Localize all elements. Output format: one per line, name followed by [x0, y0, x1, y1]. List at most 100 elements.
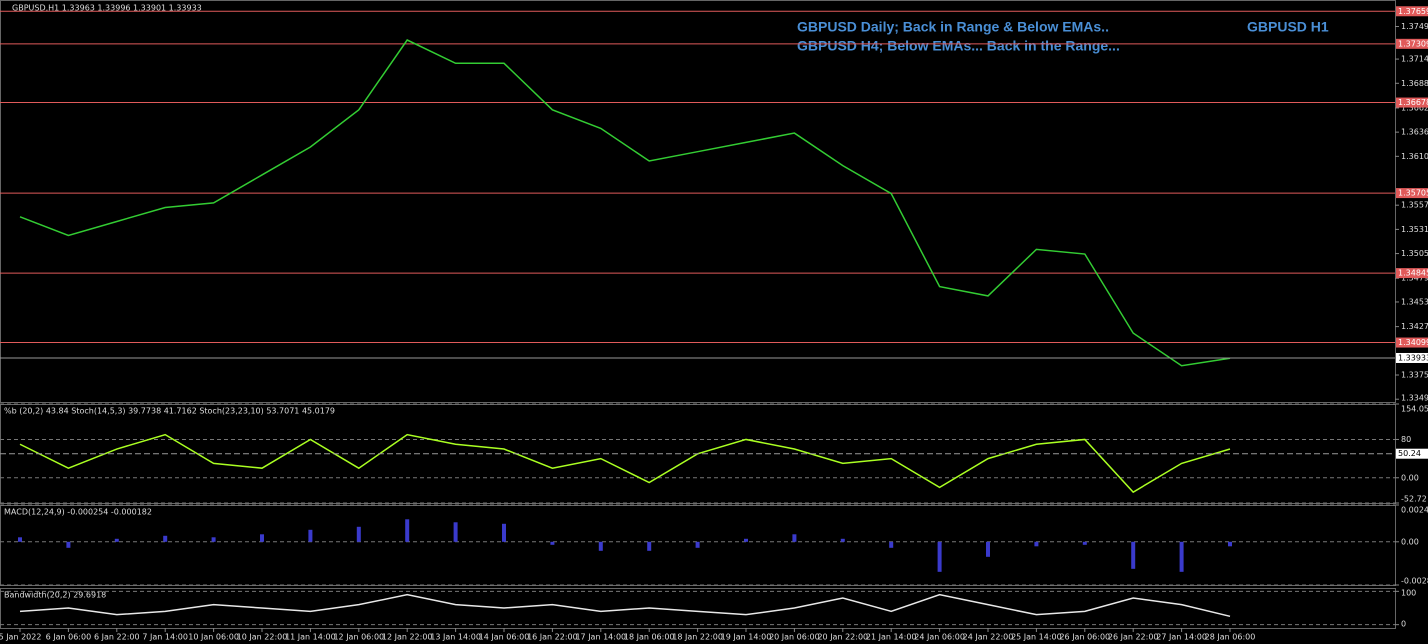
histogram-bar	[889, 541, 894, 548]
x-tick-label: 16 Jan 22:00	[527, 633, 578, 642]
y-tick-label: 0	[1401, 620, 1406, 629]
histogram-bar	[647, 541, 652, 551]
level-label: 1.34099	[1398, 338, 1428, 347]
histogram-bar	[598, 541, 603, 551]
x-tick-label: 21 Jan 14:00	[866, 633, 917, 642]
chart-title: GBPUSD,H1 1.33963 1.33996 1.33901 1.3393…	[12, 4, 202, 13]
x-tick-label: 5 Jan 2022	[0, 633, 41, 642]
y-tick-label: 1.35575	[1401, 201, 1428, 210]
y-tick-label: 154.05	[1401, 405, 1428, 414]
annotation: GBPUSD Daily; Back in Range & Below EMAs…	[797, 19, 1109, 35]
x-tick-label: 26 Jan 06:00	[1059, 633, 1110, 642]
annotation: GBPUSD H1	[1247, 19, 1329, 35]
histogram-bar	[114, 538, 119, 542]
y-tick-label: 1.33750	[1401, 371, 1428, 380]
y-tick-label: 1.36620	[1401, 103, 1428, 112]
x-tick-label: 18 Jan 22:00	[672, 633, 723, 642]
x-tick-label: 24 Jan 22:00	[963, 633, 1014, 642]
histogram-bar	[308, 529, 313, 542]
y-tick-label: 1.33490	[1401, 394, 1428, 403]
indicator-title: MACD(12,24,9) -0.000254 -0.000182	[4, 508, 152, 517]
histogram-bar	[840, 538, 845, 542]
x-tick-label: 27 Jan 14:00	[1156, 633, 1207, 642]
macd-panel-frame	[0, 505, 1396, 586]
y-tick-label: 1.34790	[1401, 274, 1428, 283]
y-tick-label: 1.37495	[1401, 22, 1428, 31]
x-tick-label: 18 Jan 06:00	[624, 633, 675, 642]
histogram-bar	[1228, 541, 1232, 547]
x-tick-label: 20 Jan 06:00	[769, 633, 820, 642]
histogram-bar	[211, 537, 216, 542]
histogram-bar	[986, 541, 990, 557]
level-label: 1.35705	[1398, 189, 1428, 198]
x-tick-label: 17 Jan 14:00	[575, 633, 626, 642]
x-tick-label: 12 Jan 06:00	[333, 633, 384, 642]
y-tick-label: 1.35055	[1401, 249, 1428, 258]
histogram-bar	[792, 534, 797, 542]
y-tick-label: 0.00	[1401, 537, 1419, 546]
histogram-bar	[1034, 541, 1039, 547]
histogram-bar	[405, 519, 410, 542]
y-tick-label: -52.72	[1401, 495, 1427, 504]
y-tick-label: 1.34535	[1401, 297, 1428, 306]
histogram-bar	[18, 537, 22, 542]
indicator-title: Bandwidth(20,2) 29.6918	[4, 591, 106, 600]
current-label-box	[1396, 352, 1428, 363]
y-tick-label: 1.37145	[1401, 55, 1428, 64]
histogram-bar	[502, 523, 506, 542]
x-tick-label: 10 Jan 06:00	[188, 633, 239, 642]
y-tick-label: 1.36885	[1401, 79, 1428, 88]
histogram-bar	[695, 541, 700, 548]
level-label-box	[1396, 97, 1428, 108]
histogram-bar	[744, 538, 748, 542]
histogram-bar	[453, 522, 458, 542]
level-label-box	[1396, 268, 1428, 279]
x-tick-label: 13 Jan 14:00	[430, 633, 481, 642]
x-tick-label: 12 Jan 22:00	[382, 633, 433, 642]
indicator-title: %b (20,2) 43.84 Stoch(14,5,3) 39.7738 41…	[4, 407, 335, 416]
main-panel-frame	[0, 0, 1396, 403]
level-label-box	[1396, 337, 1428, 348]
annotation: GBPUSD H4; Below EMAs... Back in the Ran…	[797, 38, 1120, 54]
x-tick-label: 28 Jan 06:00	[1205, 633, 1256, 642]
y-tick-label: 0.002452	[1401, 506, 1428, 515]
current-label: 50.24	[1398, 449, 1421, 458]
level-label: 1.37659	[1398, 7, 1428, 16]
current-label-box	[1396, 448, 1428, 459]
y-tick-label: 1.35315	[1401, 225, 1428, 234]
x-tick-label: 10 Jan 22:00	[237, 633, 288, 642]
x-tick-label: 26 Jan 22:00	[1108, 633, 1159, 642]
y-tick-label: 100	[1401, 589, 1416, 598]
price-line	[19, 39, 1231, 367]
price-line	[19, 433, 1231, 494]
histogram-bar	[163, 535, 168, 542]
y-tick-label: 80	[1401, 435, 1411, 444]
x-tick-label: 14 Jan 06:00	[479, 633, 530, 642]
histogram-bar	[1131, 541, 1136, 569]
x-tick-label: 19 Jan 14:00	[721, 633, 772, 642]
histogram-bar	[937, 541, 942, 572]
x-tick-label: 25 Jan 14:00	[1011, 633, 1062, 642]
level-label-box	[1396, 38, 1428, 49]
current-label: 1.33933	[1398, 353, 1428, 362]
level-label: 1.34845	[1398, 269, 1428, 278]
x-tick-label: 24 Jan 06:00	[914, 633, 965, 642]
histogram-bar	[260, 534, 264, 542]
level-label-box	[1396, 6, 1428, 17]
x-tick-label: 20 Jan 22:00	[817, 633, 868, 642]
x-tick-label: 11 Jan 14:00	[285, 633, 336, 642]
level-label: 1.37309	[1398, 39, 1428, 48]
x-tick-label: 6 Jan 06:00	[46, 633, 92, 642]
price-line	[19, 593, 1231, 618]
y-tick-label: 1.34270	[1401, 322, 1428, 331]
histogram-bar	[550, 541, 555, 545]
y-tick-label: 1.36360	[1401, 128, 1428, 137]
level-label-box	[1396, 188, 1428, 199]
histogram-bar	[1179, 541, 1184, 572]
y-tick-label: 1.36100	[1401, 152, 1428, 161]
x-tick-label: 7 Jan 14:00	[142, 633, 188, 642]
x-tick-label: 6 Jan 22:00	[94, 633, 140, 642]
histogram-bar	[66, 541, 71, 548]
